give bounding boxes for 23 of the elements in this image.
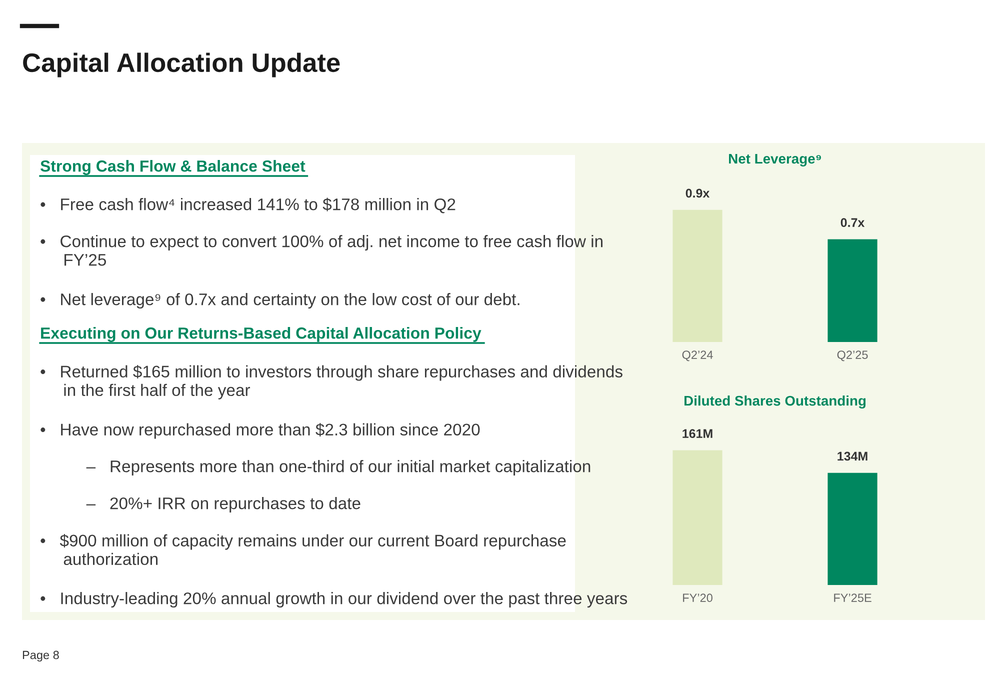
text: – 20%+ IRR on repurchases to date bbox=[86, 497, 360, 513]
data-label: 0.7x bbox=[840, 218, 865, 228]
text: Capital Allocation Update bbox=[23, 52, 340, 78]
x-tick-label: FY’20 bbox=[683, 594, 712, 602]
text: • Free cash flow⁴ increased 141% to $178 million in Q2 bbox=[40, 198, 456, 214]
x-tick-label: Q2’24 bbox=[682, 350, 713, 362]
text: • Returned $165 million to investors through share repurchases and dividends in the first half of the year bbox=[40, 365, 622, 400]
x-tick-label: Q2’25 bbox=[837, 350, 868, 362]
text: • Industry-leading 20% annual growth in our dividend over the past three years bbox=[40, 592, 628, 608]
text: Page 8 bbox=[22, 650, 59, 662]
data-label: 0.9x bbox=[686, 188, 710, 198]
text: • Have now repurchased more than $2.3 billion since 2020 bbox=[40, 423, 480, 439]
text: • Net leverage⁹ of 0.7x and certainty on the low cost of our debt. bbox=[40, 293, 520, 309]
text: • Continue to expect to convert 100% of adj. net income to free cash flow in FY’25 bbox=[40, 235, 602, 266]
x-tick-label: FY’25E bbox=[834, 594, 872, 602]
data-label: 161M bbox=[682, 429, 712, 438]
chart-title: Diluted Shares Outstanding bbox=[684, 395, 866, 409]
data-label: 134M bbox=[838, 452, 868, 461]
text: Strong Cash Flow & Balance Sheet bbox=[40, 160, 306, 175]
chart-title: Net Leverage⁹ bbox=[729, 154, 821, 166]
text: Executing on Our Returns-Based Capital Allocation Policy bbox=[41, 327, 482, 342]
text: – Represents more than one-third of our initial market capitalization bbox=[86, 460, 590, 476]
text: • $900 million of capacity remains under our current Board repurchase authorization bbox=[40, 534, 566, 566]
